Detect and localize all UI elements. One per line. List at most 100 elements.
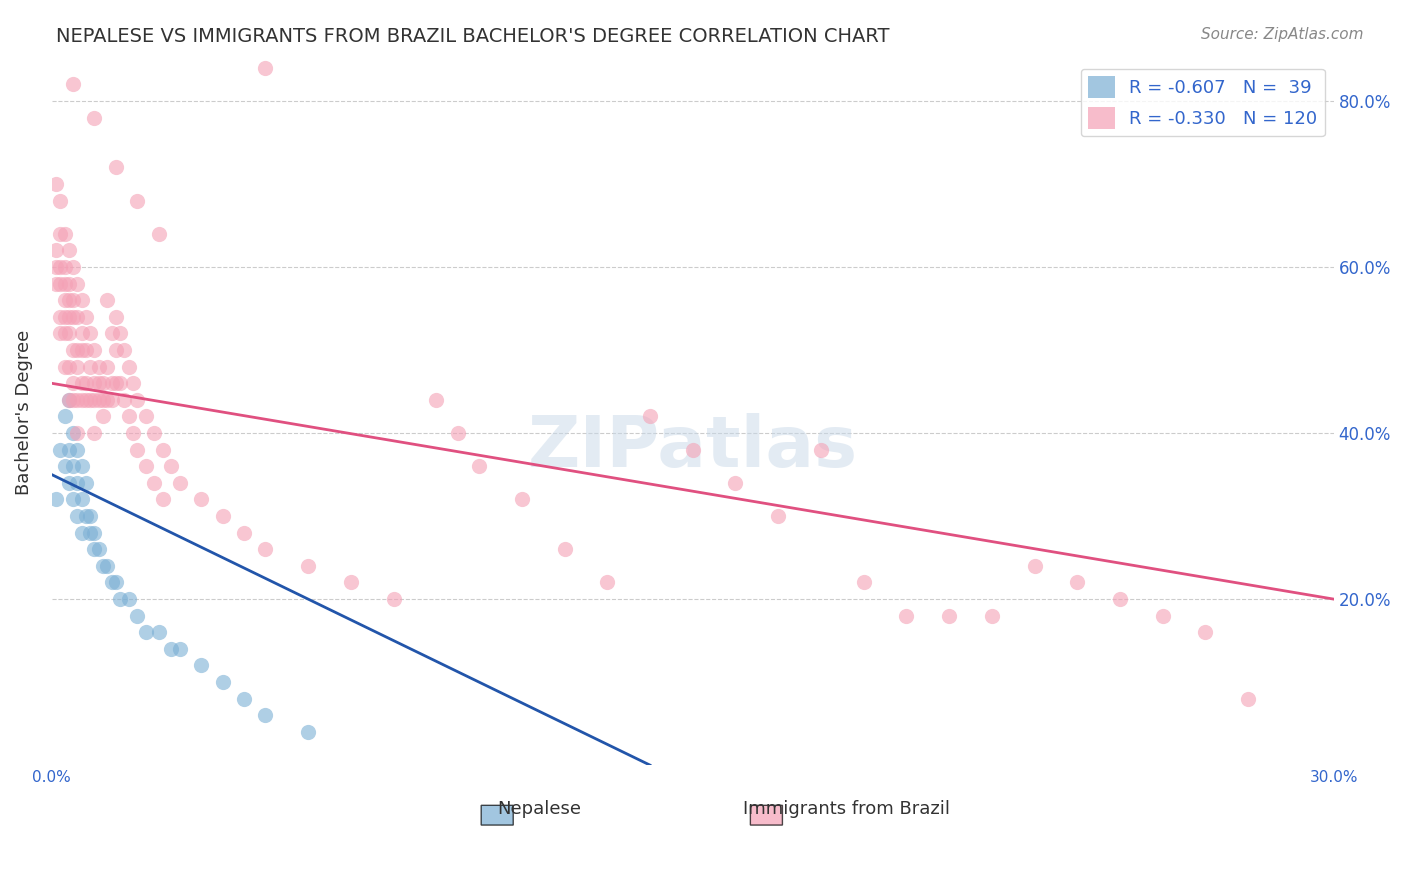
Point bbox=[169, 475, 191, 490]
Point bbox=[83, 392, 105, 407]
Point bbox=[297, 558, 319, 573]
Point bbox=[53, 459, 76, 474]
Point bbox=[96, 359, 118, 374]
Point bbox=[91, 392, 114, 407]
Point bbox=[233, 691, 256, 706]
Point bbox=[53, 293, 76, 308]
Point bbox=[91, 558, 114, 573]
Point bbox=[75, 310, 97, 324]
Point bbox=[104, 343, 127, 357]
Point bbox=[1109, 592, 1132, 607]
Point bbox=[53, 359, 76, 374]
Point bbox=[79, 509, 101, 524]
Point bbox=[118, 409, 141, 424]
Point bbox=[45, 492, 67, 507]
Point bbox=[100, 326, 122, 341]
Point bbox=[596, 575, 619, 590]
Text: Source: ZipAtlas.com: Source: ZipAtlas.com bbox=[1201, 27, 1364, 42]
Point bbox=[1194, 625, 1216, 640]
Point bbox=[1237, 691, 1260, 706]
Point bbox=[70, 326, 93, 341]
Point bbox=[53, 277, 76, 291]
Point bbox=[79, 326, 101, 341]
Point bbox=[852, 575, 875, 590]
Legend: R = -0.607   N =  39, R = -0.330   N = 120: R = -0.607 N = 39, R = -0.330 N = 120 bbox=[1081, 69, 1324, 136]
Point bbox=[62, 310, 84, 324]
Point bbox=[211, 675, 233, 690]
Point bbox=[75, 509, 97, 524]
Point bbox=[66, 392, 89, 407]
Point bbox=[233, 525, 256, 540]
Point bbox=[96, 293, 118, 308]
Point bbox=[87, 542, 110, 557]
Point bbox=[152, 442, 174, 457]
Point bbox=[108, 376, 131, 391]
Point bbox=[104, 376, 127, 391]
Point bbox=[83, 426, 105, 441]
Point bbox=[108, 592, 131, 607]
Point bbox=[66, 310, 89, 324]
Point bbox=[143, 426, 166, 441]
Point bbox=[468, 459, 491, 474]
Point bbox=[70, 293, 93, 308]
Point bbox=[53, 409, 76, 424]
Point bbox=[682, 442, 704, 457]
Point bbox=[112, 343, 135, 357]
Point bbox=[108, 326, 131, 341]
Point bbox=[79, 359, 101, 374]
Point bbox=[58, 359, 80, 374]
Point bbox=[79, 392, 101, 407]
Point bbox=[96, 392, 118, 407]
Point bbox=[766, 509, 789, 524]
Point bbox=[340, 575, 363, 590]
Point bbox=[49, 260, 72, 274]
Point bbox=[143, 475, 166, 490]
Point bbox=[127, 608, 149, 623]
Point bbox=[83, 111, 105, 125]
Point bbox=[53, 260, 76, 274]
Point bbox=[896, 608, 918, 623]
Point bbox=[70, 492, 93, 507]
Point bbox=[122, 376, 145, 391]
Point bbox=[87, 359, 110, 374]
Point bbox=[66, 442, 89, 457]
Point bbox=[425, 392, 447, 407]
Y-axis label: Bachelor's Degree: Bachelor's Degree bbox=[15, 330, 32, 495]
Point bbox=[58, 277, 80, 291]
Point bbox=[510, 492, 533, 507]
Point bbox=[135, 625, 157, 640]
Point bbox=[62, 260, 84, 274]
Point bbox=[45, 277, 67, 291]
Point bbox=[45, 244, 67, 258]
Point bbox=[148, 227, 170, 241]
Point bbox=[45, 177, 67, 191]
Point bbox=[58, 244, 80, 258]
Point bbox=[127, 392, 149, 407]
FancyBboxPatch shape bbox=[751, 805, 782, 825]
Point bbox=[104, 161, 127, 175]
Point bbox=[49, 227, 72, 241]
Point bbox=[53, 326, 76, 341]
Point bbox=[104, 575, 127, 590]
Text: NEPALESE VS IMMIGRANTS FROM BRAZIL BACHELOR'S DEGREE CORRELATION CHART: NEPALESE VS IMMIGRANTS FROM BRAZIL BACHE… bbox=[56, 27, 890, 45]
Point bbox=[160, 641, 183, 656]
Point bbox=[58, 293, 80, 308]
Point bbox=[1066, 575, 1088, 590]
Point bbox=[382, 592, 405, 607]
Point bbox=[66, 359, 89, 374]
Text: Nepalese: Nepalese bbox=[496, 800, 581, 819]
Text: ZIPatlas: ZIPatlas bbox=[527, 413, 858, 482]
Point bbox=[70, 392, 93, 407]
Point bbox=[58, 392, 80, 407]
Point bbox=[83, 525, 105, 540]
Point bbox=[112, 392, 135, 407]
Point bbox=[62, 459, 84, 474]
Point bbox=[1152, 608, 1174, 623]
Point bbox=[118, 592, 141, 607]
Point bbox=[62, 392, 84, 407]
Point bbox=[1024, 558, 1046, 573]
Point bbox=[297, 725, 319, 739]
Point bbox=[938, 608, 960, 623]
Point bbox=[53, 227, 76, 241]
Point bbox=[70, 376, 93, 391]
